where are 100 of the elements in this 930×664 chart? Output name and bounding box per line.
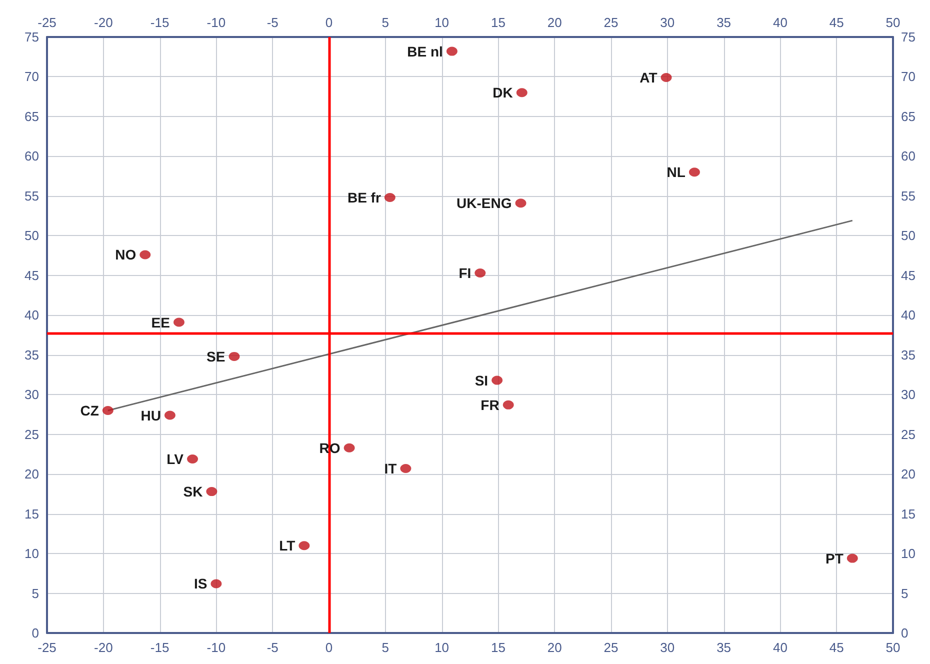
point: [140, 250, 151, 260]
y2-tick-label: 20: [901, 466, 916, 482]
annotation: LV: [166, 450, 184, 467]
y2-tick-label: 45: [901, 268, 916, 283]
x2-tick-label: -25: [38, 15, 56, 30]
point: [206, 487, 218, 496]
y-tick-label: 65: [24, 108, 39, 124]
point: [400, 464, 412, 473]
x2-tick-label: 45: [829, 15, 844, 30]
x2-tick-label: 20: [547, 15, 562, 30]
y-tick-label: 10: [24, 546, 39, 562]
y-tick-label: 60: [24, 148, 39, 164]
point: [516, 88, 528, 98]
y2-tick-label: 60: [901, 148, 916, 164]
y2-tick-label: 30: [901, 387, 916, 402]
x-tick-label: -15: [150, 640, 170, 655]
x2-tick-label: 10: [434, 15, 450, 30]
annotation: SI: [474, 372, 488, 388]
annotation: FR: [480, 396, 500, 413]
x-tick-label: 45: [829, 640, 844, 655]
x-tick-label: -20: [94, 640, 113, 655]
y-tick-label: 0: [32, 626, 39, 640]
x2-tick-label: 25: [604, 15, 618, 30]
annotation: LT: [279, 538, 296, 554]
y2-tick-label: 25: [901, 426, 916, 442]
point: [102, 406, 114, 415]
y-tick-label: 25: [24, 426, 39, 442]
y2-tick-label: 65: [901, 108, 916, 124]
y-tick-label: 5: [32, 586, 39, 601]
annotation: CZ: [80, 402, 100, 418]
point: [515, 198, 526, 208]
annotation: AT: [640, 70, 658, 86]
annotation: EE: [151, 314, 170, 330]
y-tick-label: 15: [24, 506, 39, 522]
x-tick-label: 30: [660, 640, 675, 655]
x-tick-label: 35: [716, 640, 732, 655]
annotation: NL: [666, 164, 686, 180]
annotation: FI: [458, 265, 472, 282]
point: [210, 579, 222, 588]
point: [446, 46, 458, 56]
x-tick-label: 10: [434, 640, 450, 655]
annotation: BE nl: [407, 43, 443, 60]
annotation: BE fr: [347, 190, 382, 206]
y2-tick-label: 10: [901, 546, 916, 562]
x-tick-label: 20: [547, 640, 562, 655]
y-tick-label: 55: [24, 188, 39, 204]
x2-tick-label: -15: [150, 15, 170, 30]
x2-tick-label: 5: [382, 15, 390, 30]
x-tick-label: 40: [772, 640, 788, 655]
annotation: SE: [206, 348, 226, 364]
y2-tick-label: 40: [901, 308, 916, 323]
annotation: UK-ENG: [456, 195, 512, 212]
x-tick-label: 25: [604, 640, 618, 655]
annotation: HU: [140, 407, 161, 424]
annotation: IT: [384, 460, 398, 477]
point: [492, 376, 503, 385]
y2-tick-label: 50: [901, 228, 916, 244]
point: [474, 268, 486, 278]
annotation: DK: [492, 84, 513, 101]
y-tick-label: 30: [24, 387, 39, 402]
x2-tick-label: -5: [266, 15, 278, 30]
point: [187, 454, 198, 464]
annotation: NO: [115, 246, 136, 263]
annotation: IS: [194, 576, 208, 592]
x2-tick-label: 15: [490, 15, 506, 30]
x2-tick-label: 30: [660, 15, 675, 30]
y2-tick-label: 70: [901, 69, 916, 84]
x2-tick-label: -20: [94, 15, 113, 30]
point: [502, 400, 514, 410]
y-tick-label: 40: [24, 308, 39, 323]
y2-tick-label: 75: [901, 30, 916, 44]
x2-tick-label: 0: [325, 15, 333, 30]
x-tick-label: 15: [490, 640, 506, 655]
y2-tick-label: 5: [901, 586, 908, 601]
x-tick-label: 5: [382, 640, 390, 655]
point: [298, 541, 310, 550]
y2-tick-label: 15: [901, 506, 916, 522]
point: [164, 410, 176, 420]
x-tick-label: -25: [38, 640, 56, 655]
y-tick-label: 70: [24, 69, 39, 84]
point: [228, 352, 240, 361]
x-tick-label: 0: [325, 640, 333, 655]
y-tick-label: 20: [24, 466, 39, 482]
x2-tick-label: 50: [886, 15, 900, 30]
point: [384, 193, 396, 202]
y2-tick-label: 35: [901, 347, 916, 362]
point: [688, 168, 700, 177]
y-tick-label: 45: [24, 268, 39, 283]
x-tick-label: -5: [266, 640, 278, 655]
point: [173, 318, 184, 327]
point: [846, 554, 858, 563]
y-tick-label: 50: [24, 228, 39, 244]
x2-tick-label: -10: [206, 15, 226, 30]
annotation: SK: [183, 484, 203, 500]
y-tick-label: 35: [24, 347, 39, 362]
y2-tick-label: 0: [901, 626, 908, 640]
point: [660, 73, 672, 82]
y-tick-label: 75: [24, 30, 39, 44]
y2-tick-label: 55: [901, 188, 916, 204]
x-tick-label: -10: [206, 640, 226, 655]
